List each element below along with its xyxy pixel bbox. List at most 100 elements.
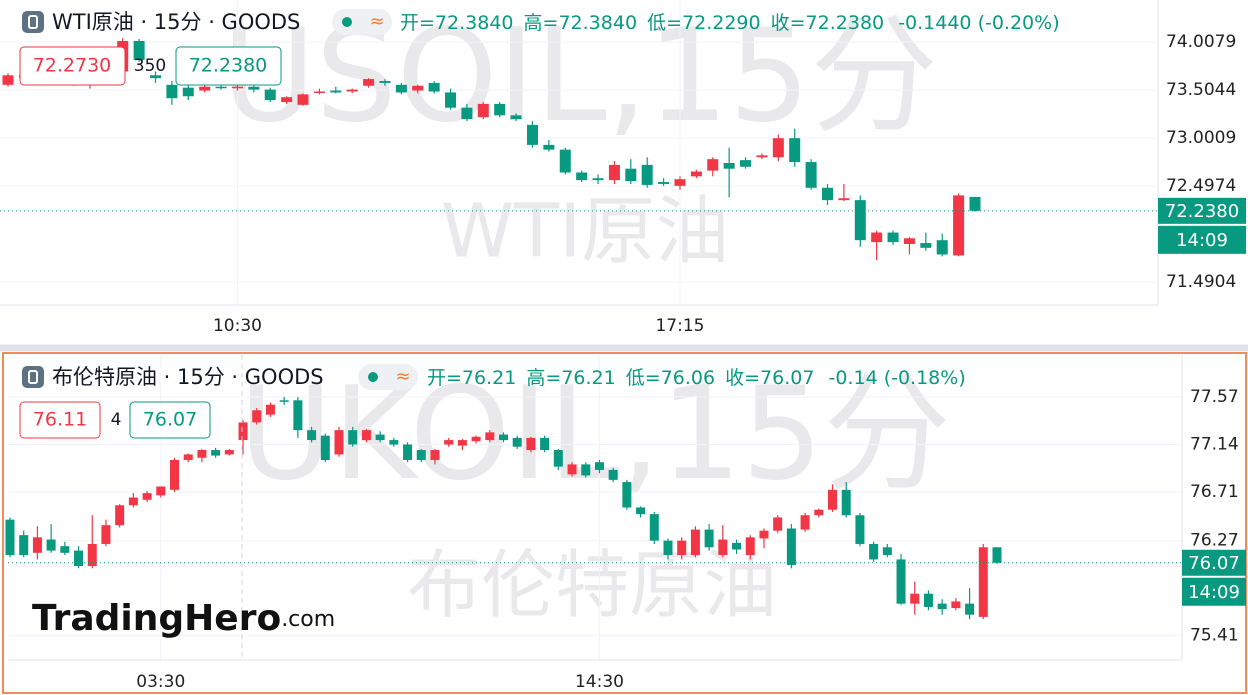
candle-body (471, 436, 481, 442)
candle-body (5, 519, 15, 556)
candle-body (445, 92, 457, 108)
sell-box[interactable] (19, 46, 126, 86)
logo-name: TradingHero (32, 598, 281, 639)
candle-body (297, 94, 309, 105)
legend-low: 低=72.2290 (647, 12, 761, 34)
candle-body (540, 437, 550, 451)
legend-change: -0.14 (-0.18%) (829, 367, 966, 389)
candle-body (594, 462, 604, 470)
candle-body (19, 535, 29, 556)
last-price-label: 72.2380 (1165, 201, 1239, 222)
y-tick-label: 74.0079 (1166, 32, 1236, 52)
symbol-icon[interactable] (22, 366, 44, 388)
y-tick-label: 77.14 (1190, 435, 1239, 455)
y-tick-label: 73.0009 (1166, 128, 1236, 148)
candle-body (821, 187, 833, 201)
candle-body (60, 546, 70, 553)
legend-open: 开=76.21 (427, 367, 516, 389)
candle-body (224, 450, 234, 455)
y-tick-label: 72.4974 (1166, 176, 1236, 196)
candle-body (759, 530, 769, 539)
candle-body (444, 440, 454, 445)
status-badge[interactable] (332, 9, 392, 35)
candle-body (101, 525, 111, 544)
candle-body (477, 103, 489, 118)
symbol-title[interactable]: 布伦特原油 · 15分 · GOODS (52, 365, 324, 389)
candle-body (649, 514, 659, 541)
candle-body (348, 430, 358, 445)
watermark-sub: WTI原油 (441, 189, 729, 275)
legend-close: 收=72.2380 (771, 12, 885, 34)
candle-body (920, 243, 932, 248)
candle-body (805, 162, 817, 188)
candle-body (756, 155, 768, 158)
candle-body (379, 81, 391, 83)
candle-body (252, 410, 262, 423)
candle-body (499, 434, 508, 441)
legend-open: 开=72.3840 (400, 12, 514, 34)
sell-box[interactable] (19, 401, 101, 439)
candle-body (658, 182, 670, 184)
candle-body (346, 89, 358, 92)
active-pane-border (2, 352, 1247, 694)
candle-body (197, 450, 207, 458)
candle-body (307, 430, 317, 441)
candle-body (953, 195, 965, 256)
countdown-label: 14:09 (1188, 582, 1240, 603)
countdown-box (1158, 225, 1246, 254)
candle-body (690, 529, 700, 556)
candle-body (265, 404, 275, 415)
symbol-icon[interactable] (22, 11, 44, 33)
candle-body (786, 528, 796, 565)
candle-body (772, 138, 784, 158)
buy-box[interactable] (175, 46, 282, 86)
candle-body (622, 482, 632, 508)
status-badge[interactable] (358, 364, 418, 390)
candle-body (334, 430, 344, 455)
candle-body (457, 440, 467, 446)
legend-high: 高=72.3840 (524, 12, 638, 34)
candle-body (510, 115, 522, 120)
candle-body (2, 75, 14, 85)
last-price-box (1182, 549, 1246, 576)
candle-body (512, 437, 522, 447)
candle-body (732, 542, 742, 550)
candle-body (363, 79, 375, 86)
candle-body (389, 440, 399, 445)
candle-body (663, 540, 673, 556)
pane-separator (0, 344, 1248, 352)
candle-body (526, 437, 536, 451)
candle-body (789, 138, 801, 163)
candle-body (773, 517, 783, 531)
spread: 4 (111, 410, 122, 430)
candle-body (494, 103, 506, 116)
candle-body (625, 168, 637, 182)
buy-box[interactable] (129, 401, 211, 439)
ohlc-legend: 开=72.3840 高=72.3840 低=72.2290 收=72.2380 … (400, 12, 1060, 34)
candle-body (745, 537, 755, 556)
candle-body (838, 198, 850, 201)
candle-body (238, 422, 248, 441)
candle-body (636, 507, 646, 515)
candle-body (869, 543, 879, 560)
watermark-sub: 布伦特原油 (407, 543, 777, 629)
logo: TradingHero.com (32, 598, 335, 639)
y-tick-label: 73.5044 (1166, 80, 1236, 100)
y-tick-label: 71.4904 (1166, 272, 1236, 292)
symbol-title[interactable]: WTI原油 · 15分 · GOODS (52, 10, 300, 34)
candle-body (281, 97, 293, 102)
candle-body (293, 400, 303, 431)
status-approx: ≈ (369, 11, 384, 32)
candle-body (133, 40, 145, 61)
candle-body (361, 430, 371, 441)
candle-body (279, 400, 289, 402)
logo-suffix: .com (281, 607, 335, 632)
candle-body (211, 450, 221, 456)
candle-body (871, 232, 883, 243)
candle-body (485, 432, 495, 441)
candle-body (74, 550, 84, 567)
watermarks: USOIL,15分 WTI原油 UKOIL,15分 布伦特原油 (222, 2, 951, 628)
candle-body (128, 497, 138, 506)
candle-body (156, 486, 166, 496)
